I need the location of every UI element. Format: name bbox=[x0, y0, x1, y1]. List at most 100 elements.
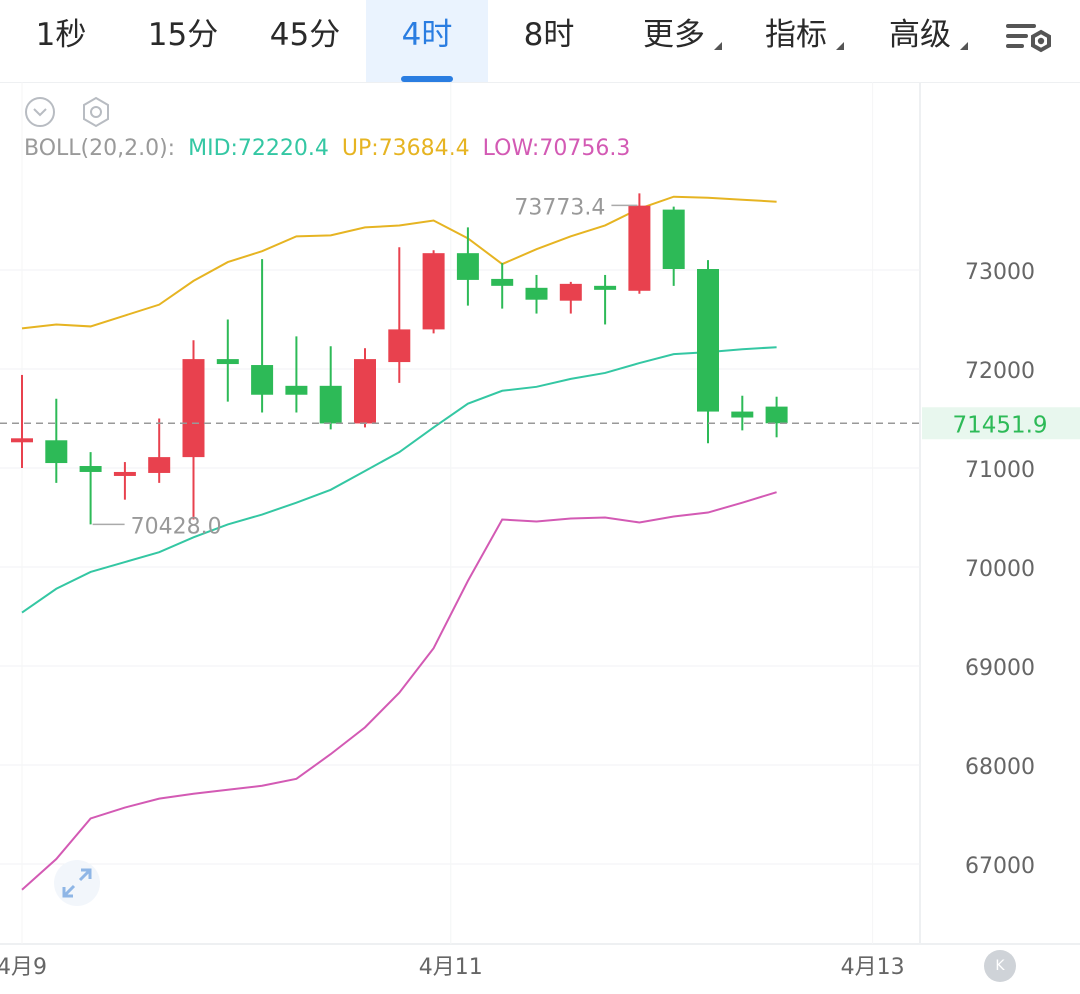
tab-advanced[interactable]: 高级 bbox=[886, 0, 968, 82]
candle bbox=[354, 348, 376, 428]
candle bbox=[422, 250, 445, 334]
candle bbox=[456, 227, 479, 306]
dropdown-triangle-icon bbox=[836, 42, 844, 50]
y-tick-label: 69000 bbox=[965, 656, 1035, 681]
candle bbox=[182, 340, 205, 520]
candle-body bbox=[216, 359, 239, 365]
candle-body bbox=[697, 269, 719, 412]
candle-body bbox=[628, 205, 651, 291]
y-tick-label: 68000 bbox=[965, 755, 1035, 780]
candle-body bbox=[319, 385, 342, 424]
tab-15m[interactable]: 15分 bbox=[122, 0, 244, 82]
tab-label: 45分 bbox=[269, 17, 341, 53]
tab-8h[interactable]: 8时 bbox=[488, 0, 610, 82]
candle-body bbox=[456, 253, 479, 280]
y-tick-label: 67000 bbox=[965, 854, 1035, 879]
boll-indicator-legend: BOLL(20,2.0): MID:72220.4 UP:73684.4 LOW… bbox=[24, 136, 636, 161]
candle bbox=[79, 452, 102, 525]
x-tick-label: 4月11 bbox=[419, 955, 483, 980]
y-tick-label: 71000 bbox=[965, 458, 1035, 483]
boll-mid: MID:72220.4 bbox=[188, 136, 329, 161]
candle bbox=[45, 398, 68, 483]
candle bbox=[594, 274, 617, 325]
tab-indicators[interactable]: 指标 bbox=[762, 0, 844, 82]
y-tick-label: 73000 bbox=[965, 260, 1035, 285]
candle-body bbox=[251, 365, 274, 395]
candle bbox=[216, 319, 239, 402]
candle-body bbox=[525, 287, 548, 300]
candle bbox=[113, 462, 136, 500]
candle-body bbox=[388, 329, 411, 363]
candle-body bbox=[79, 466, 102, 472]
candle-body bbox=[422, 253, 445, 330]
candle-body bbox=[182, 359, 205, 458]
candle bbox=[525, 274, 548, 314]
expand-arrows-glyph bbox=[62, 868, 92, 898]
tab-4h[interactable]: 4时 bbox=[366, 0, 488, 82]
tab-label: 更多 bbox=[643, 17, 705, 53]
candle bbox=[251, 259, 274, 413]
band-mid bbox=[21, 346, 777, 614]
timeframe-toolbar: 1秒 15分 45分 4时 8时 更多 指标 高级 bbox=[0, 0, 1080, 83]
candle bbox=[731, 395, 754, 431]
candle bbox=[388, 247, 411, 383]
y-tick-label: 70000 bbox=[965, 557, 1035, 582]
candle bbox=[697, 260, 719, 444]
candles bbox=[11, 193, 788, 525]
boll-low: LOW:70756.3 bbox=[482, 136, 631, 161]
band-lower bbox=[21, 491, 777, 891]
chart-settings-icon[interactable] bbox=[1000, 10, 1060, 70]
y-tick-label: 72000 bbox=[965, 359, 1035, 384]
candle-body bbox=[765, 406, 788, 424]
tab-label: 4时 bbox=[401, 17, 453, 53]
candle bbox=[491, 263, 514, 309]
boll-up: UP:73684.4 bbox=[341, 136, 470, 161]
tab-more[interactable]: 更多 bbox=[640, 0, 722, 82]
chevron-down-icon[interactable] bbox=[24, 96, 56, 128]
axis-labels: 67000 68000 69000 70000 71000 72000 73000 4月9 4月… bbox=[0, 195, 1080, 980]
k-logo-icon: K bbox=[984, 950, 1016, 982]
tab-label: 1秒 bbox=[35, 17, 87, 53]
candle bbox=[628, 193, 651, 294]
candle bbox=[11, 374, 33, 468]
x-tick-label: 4月13 bbox=[841, 955, 905, 980]
band-upper bbox=[21, 195, 777, 330]
candle-body bbox=[113, 471, 136, 476]
candle bbox=[662, 206, 685, 286]
tab-45m[interactable]: 45分 bbox=[244, 0, 366, 82]
candle-body bbox=[491, 278, 514, 286]
x-tick-label: 4月9 bbox=[0, 955, 47, 980]
candle-body bbox=[45, 440, 68, 464]
candle bbox=[765, 396, 788, 438]
candle bbox=[559, 281, 582, 314]
min-price-label: 70428.0 bbox=[131, 514, 222, 539]
tab-label: 8时 bbox=[523, 17, 575, 53]
candle bbox=[285, 336, 308, 413]
expand-arrows-icon[interactable] bbox=[54, 860, 100, 906]
candle-body bbox=[11, 438, 33, 443]
candle-body bbox=[594, 285, 617, 290]
candle-body bbox=[354, 359, 376, 424]
tab-label: 15分 bbox=[147, 17, 219, 53]
tab-label: 指标 bbox=[765, 17, 827, 53]
candle-body bbox=[559, 283, 582, 301]
max-price-label: 73773.4 bbox=[514, 195, 605, 220]
hexagon-gear-icon[interactable] bbox=[80, 96, 112, 128]
candle-body bbox=[148, 457, 171, 473]
tab-1s[interactable]: 1秒 bbox=[0, 0, 122, 82]
dropdown-triangle-icon bbox=[714, 42, 722, 50]
candle bbox=[319, 346, 342, 430]
grid-lines bbox=[0, 82, 920, 944]
boll-name: BOLL(20,2.0): bbox=[24, 136, 176, 161]
current-price-label: 71451.9 bbox=[952, 412, 1047, 438]
candle-body bbox=[285, 385, 308, 395]
candle-body bbox=[731, 411, 754, 418]
dropdown-triangle-icon bbox=[960, 42, 968, 50]
bollinger-bands bbox=[21, 195, 777, 891]
tab-label: 高级 bbox=[889, 17, 951, 53]
current-price-badge bbox=[922, 407, 1080, 440]
active-tab-indicator bbox=[401, 76, 453, 82]
candle-body bbox=[662, 209, 685, 270]
candle bbox=[148, 418, 171, 483]
